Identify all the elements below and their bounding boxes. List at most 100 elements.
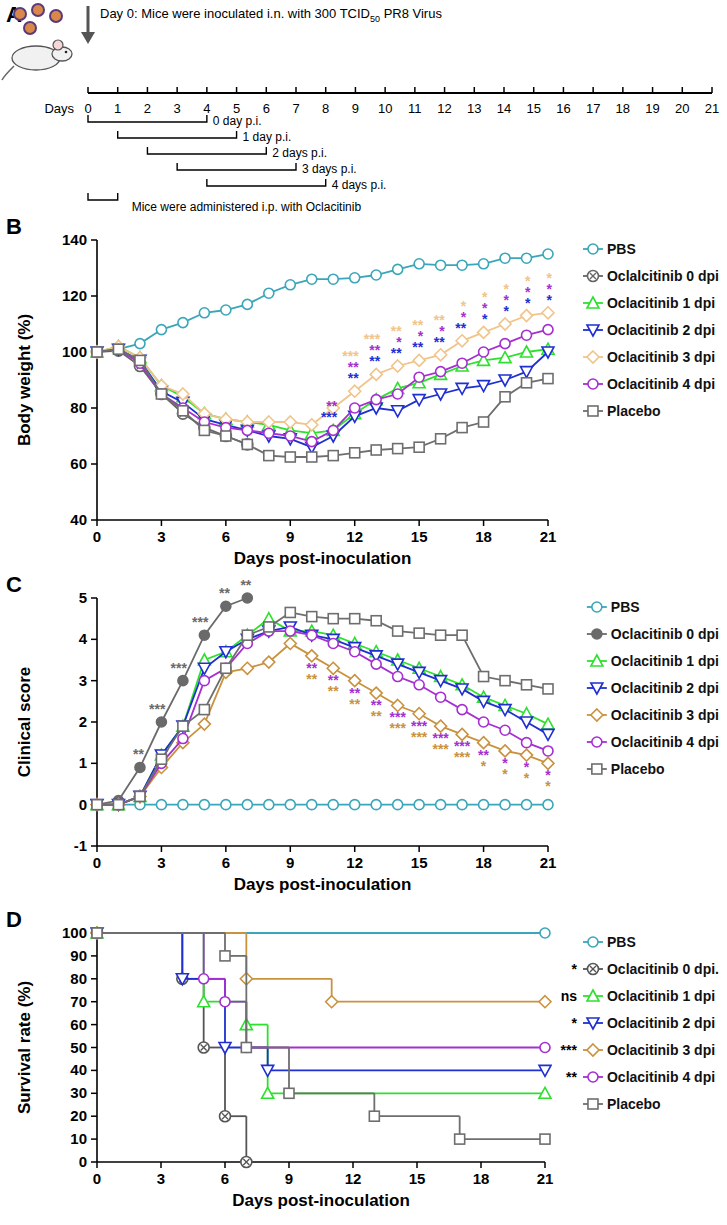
- point: [242, 299, 252, 309]
- timeline-label: 21: [705, 101, 719, 116]
- x-tick: [547, 520, 549, 526]
- point: [221, 663, 231, 673]
- point: [135, 791, 145, 801]
- x-tick-label: 12: [345, 1170, 362, 1187]
- point: [156, 389, 167, 400]
- series-line: [97, 627, 548, 805]
- point: [436, 800, 446, 810]
- series: [91, 637, 554, 810]
- point: [457, 358, 467, 368]
- timeline-label: 7: [292, 101, 299, 116]
- point: [263, 656, 275, 668]
- bracket-label: 4 days p.i.: [332, 178, 387, 192]
- series: [92, 626, 553, 810]
- series-line: [97, 619, 548, 805]
- x-tick-label: 9: [286, 854, 294, 871]
- significance-mark: **: [434, 312, 445, 328]
- point: [522, 253, 532, 263]
- point: [178, 676, 188, 686]
- point: [456, 684, 468, 695]
- series: [92, 928, 550, 1053]
- x-tick-label: 0: [93, 854, 101, 871]
- legend-marker: [587, 351, 599, 363]
- point: [113, 800, 123, 810]
- point: [91, 927, 103, 938]
- point: [198, 663, 210, 674]
- point: [242, 593, 252, 603]
- x-tick-label: 18: [473, 1170, 490, 1187]
- x-tick: [483, 846, 485, 852]
- y-tick-label: 2: [79, 713, 87, 730]
- point: [457, 260, 467, 270]
- point: [198, 1042, 209, 1053]
- legend-label: Oclacitinib 0 dpi: [611, 626, 719, 642]
- virus-icon: [24, 22, 36, 34]
- point: [91, 346, 103, 358]
- legend-marker: [591, 709, 603, 721]
- point: [542, 729, 554, 740]
- point: [370, 394, 382, 405]
- legend-label: Oclacitinib 1 dpi: [611, 653, 719, 669]
- point: [499, 318, 511, 330]
- x-tick: [288, 1162, 290, 1168]
- x-tick-label: 6: [222, 854, 230, 871]
- timeline-tick: [236, 87, 238, 93]
- annotations: ****************************************…: [133, 577, 551, 794]
- point: [241, 1043, 251, 1053]
- x-tick-label: 3: [157, 528, 165, 545]
- timeline-tick: [266, 87, 268, 93]
- point: [92, 800, 102, 810]
- x-tick-label: 6: [221, 1170, 229, 1187]
- point: [540, 1043, 550, 1053]
- y-tick: [91, 597, 97, 599]
- series-line: [97, 643, 548, 804]
- point: [220, 997, 230, 1007]
- legend-marker: [587, 1044, 599, 1056]
- point: [479, 672, 489, 682]
- step-segment: [332, 1001, 545, 1003]
- timeline-axis-label: Days: [44, 101, 74, 116]
- point: [262, 1065, 274, 1076]
- x-tick-label: 9: [285, 1170, 293, 1187]
- panel-letter: C: [6, 572, 22, 597]
- significance-mark: **: [371, 708, 382, 724]
- point: [178, 406, 188, 416]
- x-tick: [352, 1162, 354, 1168]
- timeline: [88, 92, 712, 94]
- y-tick-label: 60: [70, 1016, 87, 1033]
- point: [307, 274, 317, 284]
- y-tick-label: 10: [70, 1130, 87, 1147]
- point: [371, 659, 381, 669]
- legend-marker: [587, 964, 598, 975]
- point: [478, 381, 490, 392]
- point: [177, 721, 189, 732]
- legend-label: Oclacitinib 0 dpi.: [607, 961, 719, 977]
- point: [91, 927, 103, 939]
- point: [220, 647, 232, 658]
- point: [198, 996, 210, 1007]
- timeline-tick: [711, 87, 713, 93]
- step-drop: [181, 933, 183, 979]
- point: [156, 325, 166, 335]
- point: [241, 425, 253, 436]
- legend-label: PBS: [607, 241, 636, 257]
- header-text: Day 0: Mice were inoculated i.n. with 30…: [100, 6, 370, 21]
- series: [91, 622, 554, 811]
- x-tick: [483, 520, 485, 526]
- series-line: [97, 330, 548, 442]
- y-tick: [91, 407, 97, 409]
- point: [414, 628, 424, 638]
- point: [91, 799, 103, 810]
- point: [135, 762, 145, 772]
- point: [414, 259, 424, 269]
- legend-marker: [587, 325, 599, 336]
- point: [457, 630, 467, 640]
- point: [199, 425, 209, 435]
- point: [134, 790, 146, 801]
- legend-label: Oclacitinib 4 dpi: [607, 1069, 715, 1085]
- significance-mark: *: [524, 770, 530, 786]
- point: [264, 800, 274, 810]
- series: [92, 800, 553, 810]
- marker-cross: [201, 1045, 207, 1051]
- point: [112, 344, 124, 355]
